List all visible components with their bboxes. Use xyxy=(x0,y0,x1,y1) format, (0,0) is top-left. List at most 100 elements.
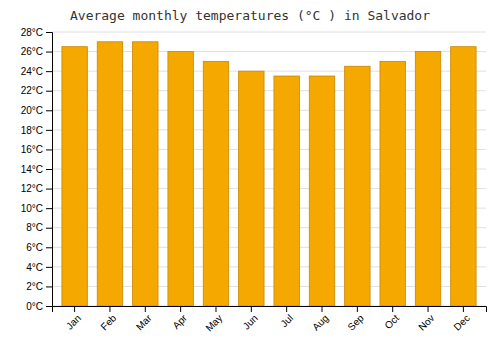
tick-mark xyxy=(46,306,52,307)
tick-label: Dec xyxy=(452,312,472,332)
title: Average monthly temperatures (°C ) in Sa… xyxy=(70,8,430,23)
tick: Jul xyxy=(278,306,295,329)
axis-line xyxy=(53,307,487,313)
tick: Dec xyxy=(452,306,472,333)
tick-label: Jul xyxy=(278,312,295,329)
tick-label: 2°C xyxy=(26,281,43,292)
tick-mark xyxy=(463,306,464,312)
tick: 2°C xyxy=(26,281,52,292)
tick-label: 22°C xyxy=(21,85,43,96)
tick-label: 26°C xyxy=(21,46,43,57)
tick-mark xyxy=(74,306,75,312)
bar xyxy=(380,61,405,306)
tick: 26°C xyxy=(21,46,52,57)
bar xyxy=(239,71,264,306)
tick-mark xyxy=(251,306,252,312)
tick-label: 0°C xyxy=(26,301,43,312)
tick-label: Sep xyxy=(345,312,366,333)
tick-mark xyxy=(46,208,52,209)
bar xyxy=(168,52,193,306)
tick-mark xyxy=(46,71,52,72)
bar xyxy=(345,66,370,306)
tick: Aug xyxy=(310,306,330,333)
tick-label: Feb xyxy=(98,312,118,332)
tick-mark xyxy=(46,91,52,92)
tick-mark xyxy=(180,306,181,312)
tick-label: Jan xyxy=(64,312,83,331)
tick: 18°C xyxy=(21,125,52,136)
tick: 24°C xyxy=(21,66,52,77)
tick-mark xyxy=(46,267,52,268)
tick-label: May xyxy=(203,312,224,333)
tick-label: 20°C xyxy=(21,105,43,116)
tick-mark xyxy=(46,247,52,248)
tick: Nov xyxy=(416,306,436,333)
tick-label: 16°C xyxy=(21,144,43,155)
tick-label: 10°C xyxy=(21,203,43,214)
tick: 22°C xyxy=(21,85,52,96)
tick-mark xyxy=(46,286,52,287)
plot: 0°C 2°C 4°C 6°C 8°C 10°C 12°C 14°C 16°C 18°C 20°C 2… xyxy=(21,27,487,334)
tick-mark xyxy=(286,306,287,312)
bar xyxy=(309,76,334,306)
tick: Jan xyxy=(64,306,83,332)
tick-mark xyxy=(46,169,52,170)
tick-mark xyxy=(428,306,429,312)
bar xyxy=(203,61,228,306)
tick-label: 8°C xyxy=(26,222,43,233)
tick: Oct xyxy=(382,306,401,331)
tick: 20°C xyxy=(21,105,52,116)
tick: 10°C xyxy=(21,203,52,214)
tick: 12°C xyxy=(21,183,52,194)
tick-mark xyxy=(357,306,358,312)
tick-mark xyxy=(46,130,52,131)
axis-line xyxy=(46,33,53,307)
tick: Mar xyxy=(134,306,154,332)
tick-label: 12°C xyxy=(21,183,43,194)
tick: 0°C xyxy=(26,301,52,312)
tick: 6°C xyxy=(26,242,52,253)
tick-label: 6°C xyxy=(26,242,43,253)
bar xyxy=(133,42,158,306)
bar xyxy=(274,76,299,306)
tick-label: 28°C xyxy=(21,27,43,38)
tick-label: Oct xyxy=(382,312,401,331)
tick-mark xyxy=(46,189,52,190)
tick: 16°C xyxy=(21,144,52,155)
tick: May xyxy=(203,306,224,334)
tick-label: 18°C xyxy=(21,125,43,136)
tick-mark xyxy=(322,306,323,312)
tick: Feb xyxy=(98,306,118,332)
tick: Jun xyxy=(241,306,260,332)
tick: 14°C xyxy=(21,164,52,175)
bar xyxy=(415,52,440,306)
tick-label: Aug xyxy=(310,312,330,332)
grid-line xyxy=(52,32,486,33)
tick: 4°C xyxy=(26,262,52,273)
bars xyxy=(62,42,476,306)
tick-mark xyxy=(109,306,110,312)
tick-label: 14°C xyxy=(21,164,43,175)
chart: Average monthly temperatures (°C ) in Sa… xyxy=(0,0,500,350)
bar xyxy=(97,42,122,306)
tick: 8°C xyxy=(26,222,52,233)
tick-label: 4°C xyxy=(26,262,43,273)
tick-label: Mar xyxy=(134,312,154,332)
tick-label: Nov xyxy=(416,312,436,332)
y-axis: 0°C 2°C 4°C 6°C 8°C 10°C 12°C 14°C 16°C 18°C 20°C 2… xyxy=(21,27,53,312)
bar xyxy=(451,47,476,306)
tick-mark xyxy=(46,52,52,53)
tick-mark xyxy=(392,306,393,312)
tick: 28°C xyxy=(21,27,52,38)
bar xyxy=(62,47,87,306)
x-axis: Jan Feb Mar Apr May Jun Jul Aug Sep Oct Nov Dec xyxy=(53,306,487,334)
tick-label: 24°C xyxy=(21,66,43,77)
tick-label: Apr xyxy=(170,312,189,331)
tick-mark xyxy=(145,306,146,312)
grid xyxy=(52,32,486,306)
tick-mark xyxy=(46,228,52,229)
tick-mark xyxy=(46,149,52,150)
tick: Apr xyxy=(170,306,189,331)
tick-label: Jun xyxy=(241,312,260,331)
tick-mark xyxy=(46,32,52,33)
